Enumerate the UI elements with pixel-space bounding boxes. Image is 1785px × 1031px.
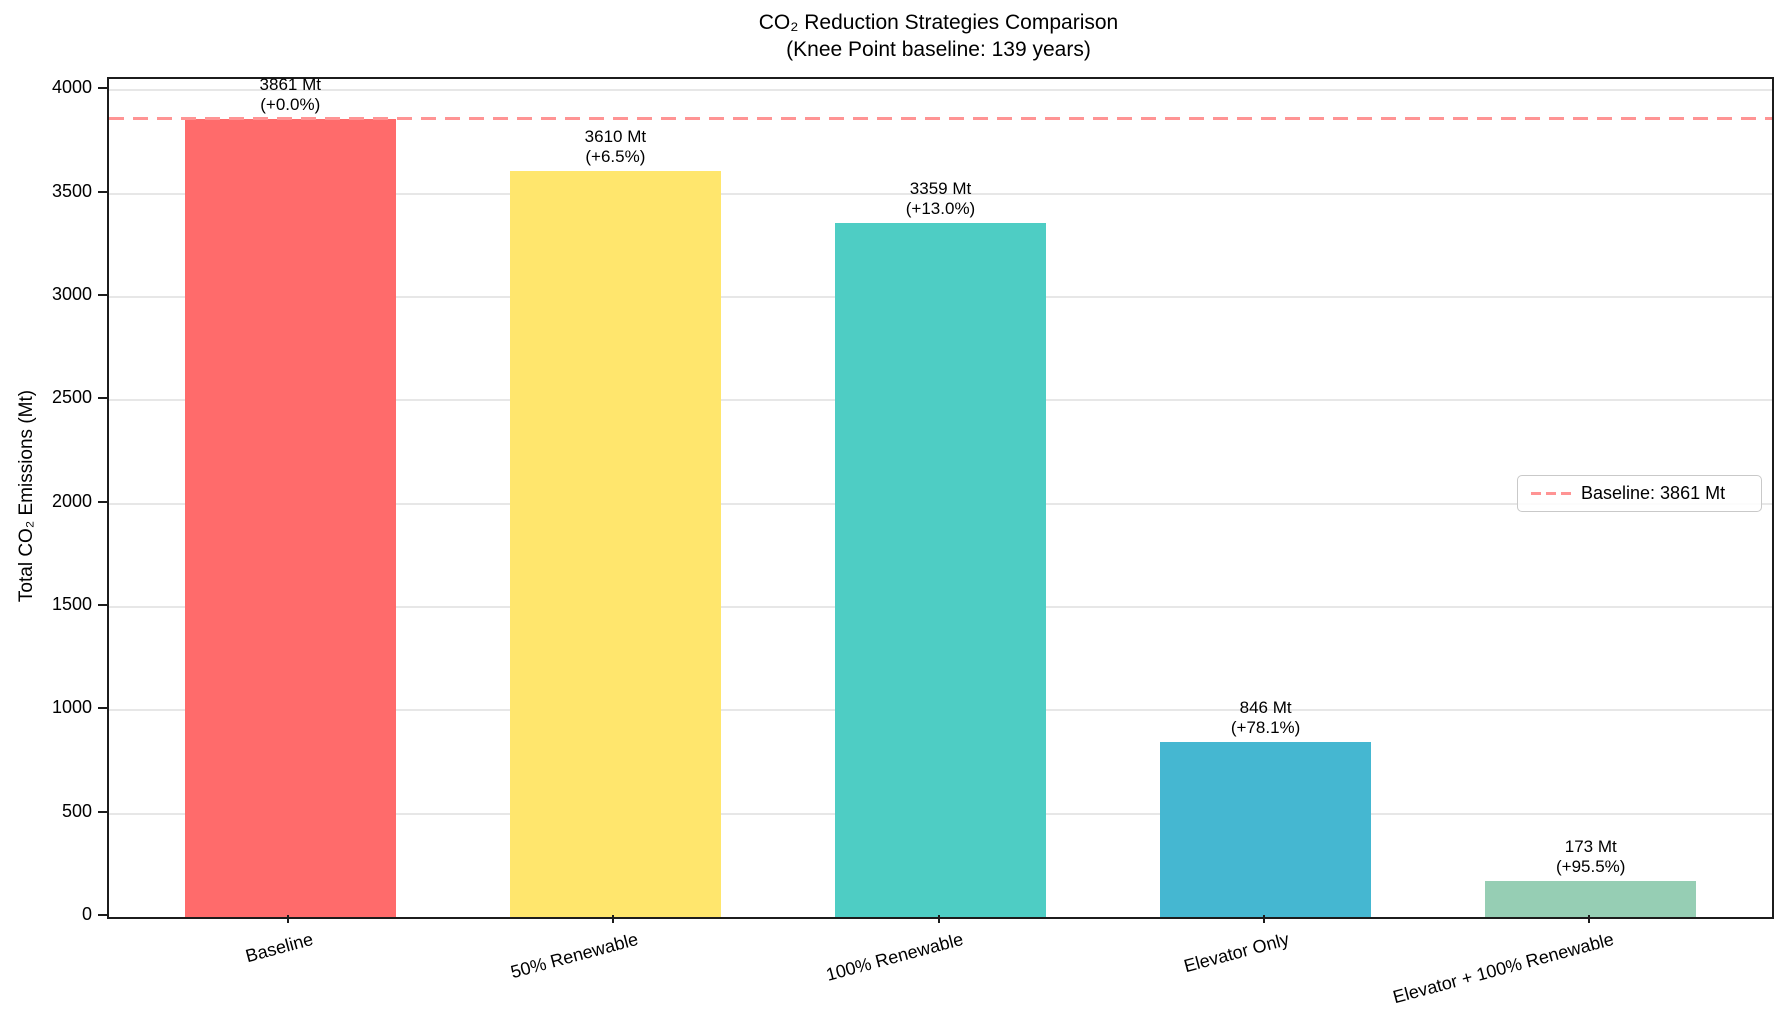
bar-percent-label: (+95.5%): [1556, 857, 1626, 877]
baseline-reference-line: [109, 116, 1772, 120]
y-tick-label: 3500: [51, 180, 92, 201]
y-tick-label: 2000: [51, 490, 92, 511]
bar-value-label: 173 Mt: [1564, 837, 1617, 857]
bar-value-annotation: 846 Mt (+78.1%): [1116, 698, 1416, 738]
chart-title-line2: (Knee Point baseline: 139 years): [786, 38, 1091, 61]
y-tick-mark: [98, 810, 107, 813]
x-tick-mark: [287, 915, 290, 923]
legend: Baseline: 3861 Mt: [1517, 475, 1762, 512]
y-tick-mark: [98, 500, 107, 503]
x-tick-mark: [937, 915, 940, 923]
bar: [184, 118, 396, 917]
bar: [509, 170, 722, 917]
y-tick-label: 1000: [51, 697, 92, 718]
y-tick-label: 500: [61, 800, 92, 821]
bar-value-label: 3359 Mt: [909, 178, 972, 198]
y-tick-label: 1500: [51, 593, 92, 614]
bar-value-annotation: 3861 Mt (+0.0%): [140, 75, 440, 115]
y-tick-mark: [98, 397, 107, 400]
x-tick-label: Baseline: [243, 929, 316, 967]
gridline: [109, 89, 1772, 92]
bar-value-annotation: 173 Mt (+95.5%): [1441, 837, 1741, 877]
bar-percent-label: (+6.5%): [585, 146, 646, 166]
y-tick-label: 0: [81, 904, 92, 924]
plot-area: 3861 Mt (+0.0%) 3610 Mt (+6.5%) 3359 Mt (+13.…: [107, 75, 1774, 919]
y-tick-mark: [98, 190, 107, 193]
legend-baseline-label: Baseline: 3861 Mt: [1581, 483, 1726, 503]
chart-title-line1: CO₂ Reduction Strategies Comparison: [758, 11, 1119, 34]
y-tick-mark: [98, 914, 107, 916]
bar-value-label: 3861 Mt: [259, 74, 321, 94]
bar-value-label: 3610 Mt: [584, 126, 647, 146]
x-tick-mark: [1262, 915, 1265, 923]
x-tick-label: 50% Renewable: [508, 929, 641, 983]
bar-percent-label: (+0.0%): [260, 94, 321, 114]
chart-title: CO₂ Reduction Strategies Comparison (Kne…: [107, 9, 1770, 63]
bar-value-annotation: 3359 Mt (+13.0%): [791, 179, 1091, 219]
bar-value-annotation: 3610 Mt (+6.5%): [465, 127, 765, 167]
gridline: [109, 192, 1772, 195]
bar-value-label: 846 Mt: [1239, 698, 1292, 718]
y-tick-mark: [98, 603, 107, 606]
y-tick-label: 4000: [51, 77, 92, 98]
x-tick-label: Elevator Only: [1181, 929, 1291, 977]
y-tick-mark: [98, 707, 107, 710]
x-tick-label: Elevator + 100% Renewable: [1390, 929, 1616, 1008]
y-tick-mark: [98, 293, 107, 296]
y-tick-mark: [98, 87, 107, 90]
legend-baseline-dash-swatch: [1531, 492, 1571, 495]
bar-percent-label: (+13.0%): [905, 198, 976, 218]
bar-percent-label: (+78.1%): [1230, 718, 1301, 738]
x-tick-mark: [612, 915, 615, 923]
bar: [1485, 881, 1697, 917]
y-tick-label: 2500: [51, 387, 92, 408]
y-tick-label: 3000: [51, 283, 92, 304]
x-tick-label: 100% Renewable: [824, 929, 966, 985]
bar: [1159, 742, 1372, 917]
bar: [834, 222, 1047, 917]
x-tick-mark: [1587, 915, 1590, 923]
